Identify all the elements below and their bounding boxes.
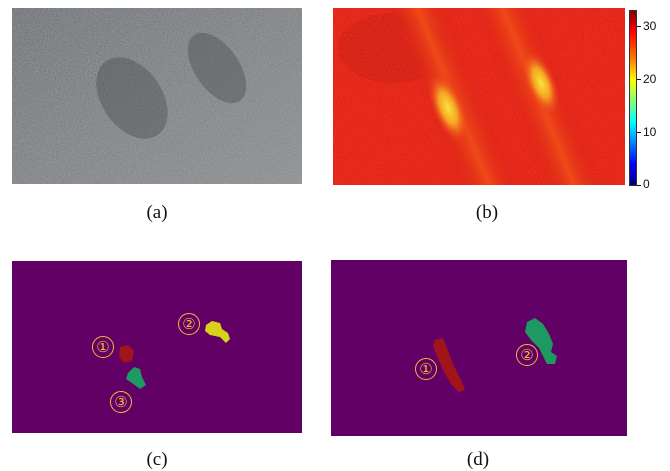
asphalt-photo-panel [12, 8, 302, 184]
marker-1: ① [415, 358, 437, 380]
region-3-green [126, 367, 146, 389]
marker-1: ① [92, 336, 114, 358]
heatmap-panel [333, 0, 625, 221]
colorbar [629, 10, 637, 186]
colorbar-tick: 10 [643, 125, 657, 139]
segmentation-panel-d: ① ② [331, 260, 627, 436]
panel-c-caption: (c) [146, 449, 168, 470]
colorbar-tick: 30 [643, 19, 657, 33]
asphalt-photo [12, 8, 302, 184]
panel-b-caption: (b) [475, 202, 499, 223]
colorbar-tick: 20 [643, 72, 657, 86]
region-2-green [525, 318, 557, 364]
segmentation-regions-d [433, 318, 557, 392]
colorbar-gradient [629, 10, 637, 186]
marker-3: ③ [110, 391, 132, 413]
panel-d-caption: (d) [466, 449, 490, 470]
segmentation-panel-c: ① ② ③ [12, 261, 302, 433]
marker-2: ② [178, 313, 200, 335]
marker-2: ② [516, 344, 538, 366]
segmentation-regions-c [119, 321, 230, 389]
region-2-yellow [205, 321, 230, 343]
heatmap-image [333, 0, 625, 221]
panel-a-caption: (a) [146, 202, 168, 223]
region-1-red [119, 345, 134, 363]
colorbar-tick: 0 [643, 177, 650, 191]
region-1-red [433, 338, 465, 392]
